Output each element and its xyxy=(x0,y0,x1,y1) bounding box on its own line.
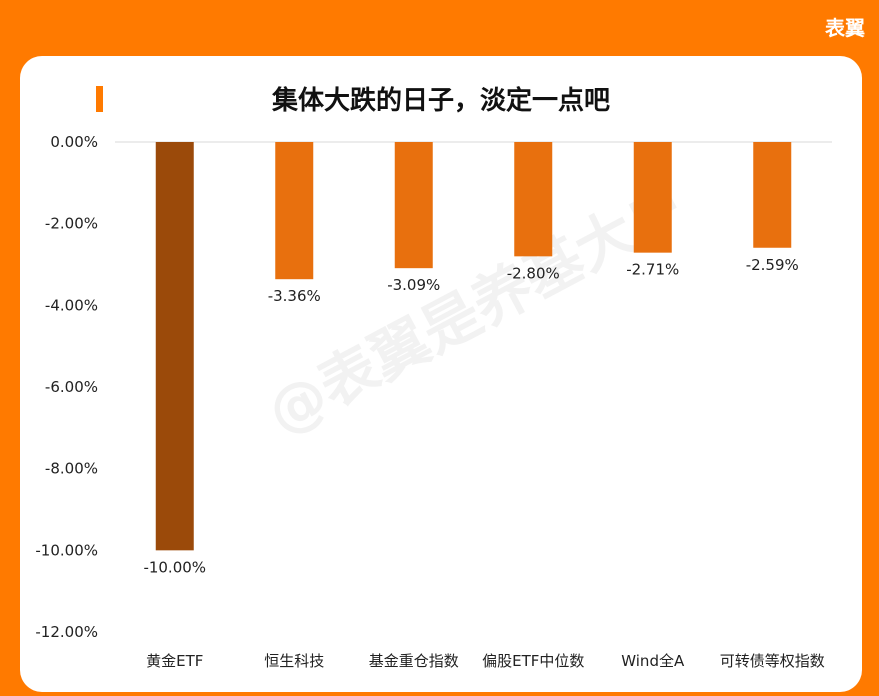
chart-title: 集体大跌的日子，淡定一点吧 xyxy=(271,86,610,116)
x-tick-label: Wind全A xyxy=(621,652,685,670)
y-tick-label: -8.00% xyxy=(45,460,98,478)
brand-logo: 表翼 xyxy=(825,16,865,40)
bar xyxy=(633,142,672,253)
x-tick-label: 黄金ETF xyxy=(146,652,203,670)
y-tick-label: -12.00% xyxy=(35,623,98,641)
x-tick-label: 偏股ETF中位数 xyxy=(482,652,584,670)
y-tick-label: -2.00% xyxy=(45,215,98,233)
x-tick-label: 基金重仓指数 xyxy=(369,652,459,670)
bar-chart: 0.00% -2.00% -4.00% -6.00% -8.00% -10.00% -12.… xyxy=(35,133,832,670)
chart-card: 集体大跌的日子，淡定一点吧 @表翼是养基大户 0.00% -2.00% -4.00%… xyxy=(20,56,862,692)
y-tick-label: -4.00% xyxy=(45,296,98,314)
bar xyxy=(514,142,553,257)
bar xyxy=(275,142,314,280)
y-tick-label: -6.00% xyxy=(45,378,98,396)
data-label: -10.00% xyxy=(143,558,206,576)
y-tick-label: -10.00% xyxy=(35,541,98,559)
bar xyxy=(753,142,792,248)
bar xyxy=(155,142,194,551)
y-tick-label: 0.00% xyxy=(50,133,98,151)
title-accent-bar xyxy=(96,86,103,112)
data-label: -3.36% xyxy=(268,287,321,305)
x-tick-label: 恒生科技 xyxy=(264,652,324,670)
data-label: -3.09% xyxy=(387,276,440,294)
data-label: -2.59% xyxy=(746,256,799,274)
bar xyxy=(394,142,433,269)
data-label: -2.80% xyxy=(507,264,560,282)
x-tick-label: 可转债等权指数 xyxy=(720,652,825,670)
data-label: -2.71% xyxy=(626,261,679,279)
